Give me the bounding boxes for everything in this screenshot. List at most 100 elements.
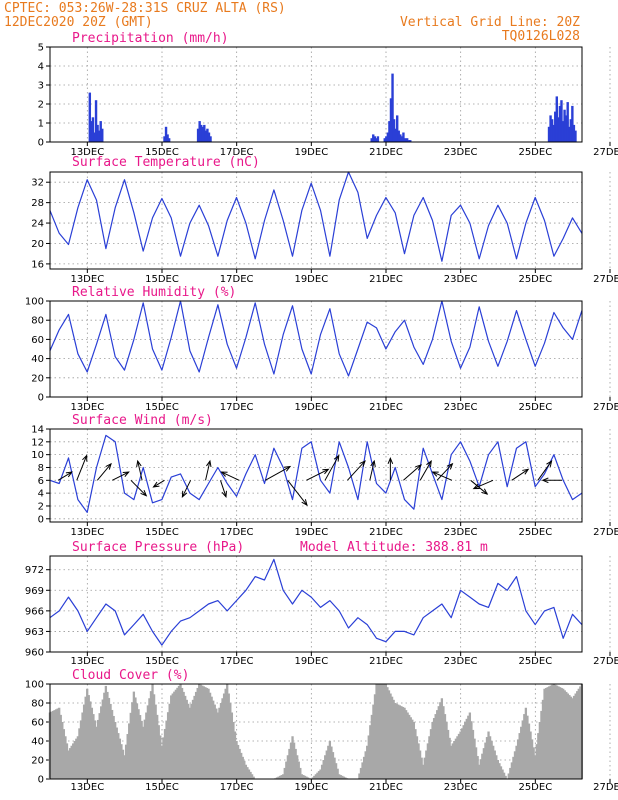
cloud-bar: [336, 768, 339, 779]
cloud-bar: [247, 769, 251, 779]
cloud-bar: [159, 735, 162, 779]
wind-arrow-head: [472, 483, 480, 490]
cloud-bar: [448, 737, 451, 779]
cloud-bar: [166, 712, 170, 779]
wind-arrow-head: [65, 471, 73, 478]
cloud-bar: [235, 741, 238, 779]
model-altitude-label: Model Altitude: 388.81 m: [300, 540, 488, 555]
cloud-bar: [62, 729, 66, 779]
wind-arrow-head: [105, 462, 112, 470]
cloud-bar: [512, 756, 515, 779]
cloud-bar: [493, 750, 496, 779]
cloud-bar: [168, 703, 171, 779]
cloud-bar: [490, 741, 493, 779]
cloud-bar: [226, 684, 229, 779]
precip-bar: [402, 132, 405, 142]
precip-bar: [373, 136, 376, 142]
cloud-bar: [473, 738, 476, 779]
cloud-bar: [495, 755, 498, 779]
cloud-bar: [392, 699, 395, 779]
cloud-bar: [386, 687, 389, 779]
x-tick-label: 21DEC: [369, 402, 403, 413]
precip-bar: [91, 117, 95, 142]
precip-bar: [204, 130, 208, 142]
cloud-bar: [389, 693, 392, 779]
x-tick-label: 19DEC: [294, 274, 328, 285]
precip-bar: [370, 138, 373, 142]
cloud-bar: [431, 722, 434, 779]
cloud-bar: [569, 696, 573, 779]
precip-bar: [389, 98, 393, 142]
cloud-bar: [286, 755, 290, 779]
y-tick-label: 80: [31, 316, 44, 327]
cloud-bar: [92, 714, 95, 779]
x-tick-label: 27DEC: [593, 274, 618, 285]
y-tick-label: 16: [31, 259, 44, 270]
y-tick-label: 5: [38, 43, 44, 54]
precip-bar: [96, 124, 99, 142]
cloud-bar: [551, 684, 554, 779]
cloud-bar: [487, 731, 490, 779]
wind-arrow: [419, 460, 432, 481]
cloud-bar: [456, 736, 459, 779]
cloud-bar: [397, 704, 400, 779]
wind-arrow-head: [221, 490, 227, 499]
cloud-bar: [154, 704, 157, 779]
cloud-bar: [128, 723, 131, 779]
wind-title: Surface Wind (m/s): [72, 413, 213, 428]
precip-bar: [97, 130, 101, 142]
cloud-bar: [79, 720, 83, 779]
precip-bar: [101, 128, 104, 142]
cloud-bar: [358, 773, 361, 779]
cloud-bar: [187, 703, 190, 779]
cloud-bar: [432, 718, 436, 779]
header-grid-note: Vertical Grid Line: 20Z: [400, 15, 580, 30]
cloud-bar: [221, 698, 224, 779]
cloud-bar: [109, 703, 112, 779]
cloud-bar: [157, 725, 160, 779]
x-tick-label: 27DEC: [593, 782, 618, 793]
cloud-bar: [184, 695, 187, 779]
precip-bar: [163, 136, 166, 142]
x-tick-label: 27DEC: [593, 147, 618, 158]
series-line: [49, 171, 583, 262]
cloud-bar: [364, 751, 367, 779]
wind-arrow-head: [387, 457, 394, 465]
x-tick-label: 23DEC: [444, 782, 478, 793]
cloud-bar: [238, 748, 241, 779]
cloud-bar: [426, 743, 430, 779]
cloud-bar: [205, 687, 209, 779]
cloud-bar: [532, 747, 535, 779]
cloud-bar: [297, 761, 300, 779]
precip-bar: [196, 128, 200, 142]
x-tick-label: 27DEC: [593, 656, 618, 667]
x-tick-label: 25DEC: [518, 274, 552, 285]
cloud-bar: [577, 688, 580, 779]
cloud-bar: [156, 714, 159, 779]
x-tick-label: 13DEC: [70, 527, 104, 538]
cloud-bar: [543, 688, 546, 779]
cloud-bar: [322, 760, 325, 779]
cloud-bar: [339, 775, 342, 779]
cloud-bar: [118, 738, 122, 779]
cloud-bar: [423, 757, 426, 779]
cloud-bar: [278, 775, 282, 779]
precip-bar: [206, 128, 209, 142]
cloud-bar: [324, 755, 327, 779]
cloud-bar: [149, 691, 153, 779]
cloud-bar: [373, 694, 377, 779]
cloud-bar: [484, 742, 487, 779]
cloud-bar: [162, 737, 165, 779]
cloud-bar: [526, 715, 529, 779]
cloud-bar: [369, 725, 372, 779]
cloud-bar: [224, 688, 227, 779]
cloud-bar: [465, 718, 468, 779]
cloud-bar: [61, 722, 64, 779]
cloud-bar: [576, 691, 579, 779]
cloud-bar: [51, 710, 55, 779]
cloud-bar: [70, 745, 73, 779]
x-tick-label: 19DEC: [294, 782, 328, 793]
wind-arrow-head: [284, 465, 292, 472]
y-tick-label: 80: [31, 699, 44, 710]
cloud-bar: [445, 722, 448, 779]
